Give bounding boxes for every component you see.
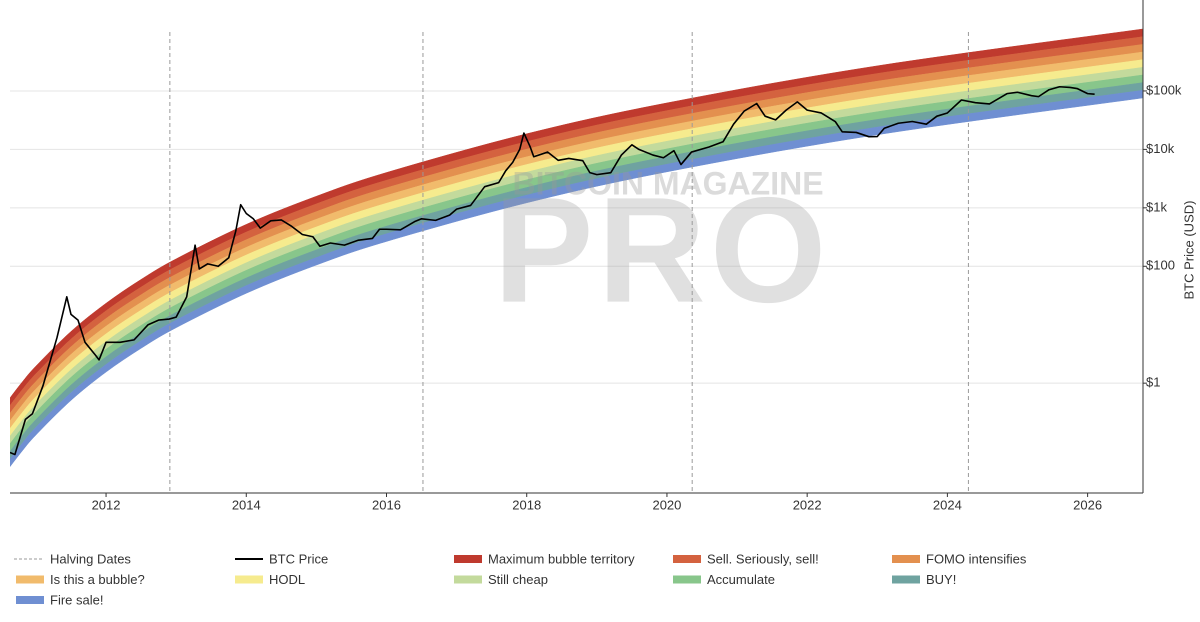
- legend-swatch: [673, 555, 701, 563]
- legend-swatch: [892, 575, 920, 584]
- x-tick-label: 2024: [933, 497, 962, 512]
- x-tick-label: 2022: [793, 497, 822, 512]
- watermark: BITCOIN MAGAZINE PRO: [493, 165, 830, 334]
- x-tick-label: 2018: [512, 497, 541, 512]
- price-line: [10, 85, 1095, 456]
- x-tick-label: 2016: [372, 497, 401, 512]
- legend-label: Maximum bubble territory: [488, 551, 635, 566]
- y-tick-label: $100k: [1146, 82, 1182, 97]
- legend-label: Is this a bubble?: [50, 572, 145, 587]
- legend-label: HODL: [269, 572, 305, 587]
- legend-swatch: [16, 575, 44, 584]
- legend-label: FOMO intensifies: [926, 551, 1027, 566]
- rainbow-bands: [10, 28, 1143, 468]
- legend-swatch: [673, 575, 701, 584]
- legend-label: Halving Dates: [50, 551, 131, 566]
- legend-label: Sell. Seriously, sell!: [707, 551, 819, 566]
- legend-label: BTC Price: [269, 551, 328, 566]
- rainbow-band: [10, 89, 1143, 468]
- legend: Halving Dates BTC Price Maximum bubble ter…: [14, 551, 1027, 607]
- legend-label: BUY!: [926, 572, 956, 587]
- x-tick-label: 2026: [1073, 497, 1102, 512]
- x-tick-label: 2014: [232, 497, 261, 512]
- legend-swatch: [16, 596, 44, 604]
- watermark-text: BITCOIN MAGAZINE: [512, 165, 823, 201]
- x-tick-label: 2012: [92, 497, 121, 512]
- y-tick-label: $1k: [1146, 199, 1167, 214]
- legend-swatch: [454, 575, 482, 584]
- price-line: [10, 85, 1095, 456]
- legend-label: Fire sale!: [50, 592, 103, 607]
- legend-swatch: [454, 555, 482, 563]
- watermark-logo: PRO: [493, 166, 830, 334]
- y-tick-label: $10k: [1146, 141, 1175, 156]
- y-tick-label: $1: [1146, 375, 1160, 390]
- y-tick-label: $100: [1146, 258, 1175, 273]
- legend-label: Still cheap: [488, 572, 548, 587]
- legend-swatch: [892, 555, 920, 563]
- axes: $1 $100 $1k $10k $100k 2012 2014 2016 2018 2020 20…: [92, 82, 1182, 512]
- legend-swatch: [235, 575, 263, 584]
- x-tick-label: 2020: [652, 497, 681, 512]
- legend-label: Accumulate: [707, 572, 775, 587]
- y-axis-title: BTC Price (USD): [1181, 201, 1196, 300]
